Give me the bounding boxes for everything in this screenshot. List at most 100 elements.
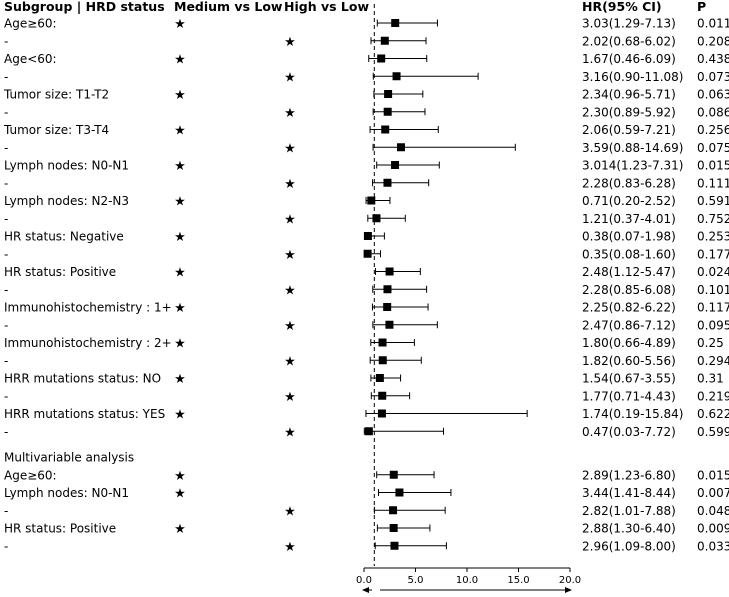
forest-row: Age≥60: ★ 3.03(1.29-7.13) 0.011 bbox=[4, 17, 729, 33]
hr-ci-value: 1.67(0.46-6.09) bbox=[582, 52, 676, 66]
hr-point bbox=[395, 488, 404, 497]
row-label: - bbox=[4, 212, 8, 226]
p-value: 0.622 bbox=[697, 407, 729, 421]
hr-point bbox=[389, 524, 398, 532]
hr-point bbox=[383, 303, 392, 311]
row-label: Age≥60: bbox=[4, 17, 57, 31]
row-label: - bbox=[4, 425, 8, 439]
star-icon: ★ bbox=[284, 504, 296, 519]
hr-ci-value: 2.47(0.86-7.12) bbox=[582, 318, 676, 332]
hr-point bbox=[390, 541, 399, 550]
row-label: Immunohistochemistry : 1+ bbox=[4, 301, 172, 315]
p-value: 0.219 bbox=[697, 389, 729, 403]
hr-point bbox=[392, 72, 401, 81]
star-icon: ★ bbox=[284, 354, 296, 369]
hr-point bbox=[364, 427, 373, 436]
header-high-vs-low: High vs Low bbox=[284, 0, 369, 14]
forest-row: - ★ 2.82(1.01-7.88) 0.048 bbox=[4, 504, 729, 520]
forest-row: HR status: Positive ★ 2.48(1.12-5.47) 0.024 bbox=[4, 265, 729, 281]
hr-point bbox=[372, 214, 381, 223]
p-value: 0.752 bbox=[697, 212, 729, 226]
hr-point bbox=[381, 125, 390, 134]
hr-ci-value: 1.74(0.19-15.84) bbox=[582, 407, 683, 421]
hr-point bbox=[383, 107, 392, 116]
star-icon: ★ bbox=[284, 70, 296, 85]
star-icon: ★ bbox=[174, 53, 186, 68]
row-label: Age≥60: bbox=[4, 468, 57, 482]
p-value: 0.253 bbox=[697, 230, 729, 244]
p-value: 0.009 bbox=[697, 522, 729, 536]
hr-ci-value: 2.34(0.96-5.71) bbox=[582, 88, 676, 102]
hr-ci-value: 2.48(1.12-5.47) bbox=[582, 265, 676, 279]
p-value: 0.438 bbox=[697, 52, 729, 66]
forest-row: Lymph nodes: N0-N1 ★ 3.44(1.41-8.44) 0.007 bbox=[4, 486, 729, 502]
p-value: 0.208 bbox=[697, 34, 729, 48]
star-icon: ★ bbox=[284, 212, 296, 227]
p-value: 0.011 bbox=[697, 17, 729, 31]
x-tick-label: 0.0 bbox=[356, 575, 372, 586]
hr-ci-value: 3.16(0.90-11.08) bbox=[582, 70, 683, 84]
hr-ci-value: 3.59(0.88-14.69) bbox=[582, 141, 683, 155]
forest-row: - ★ 2.30(0.89-5.92) 0.086 bbox=[4, 105, 729, 121]
hr-point bbox=[385, 320, 394, 329]
hr-point bbox=[367, 196, 376, 205]
star-icon: ★ bbox=[174, 337, 186, 352]
hr-point bbox=[385, 267, 394, 276]
hr-point bbox=[380, 36, 389, 45]
p-value: 0.063 bbox=[697, 88, 729, 102]
row-label: - bbox=[4, 247, 8, 261]
star-icon: ★ bbox=[284, 35, 296, 50]
x-tick-label: 5.0 bbox=[408, 575, 424, 586]
hr-point bbox=[377, 54, 386, 63]
star-icon: ★ bbox=[174, 522, 186, 537]
hr-point bbox=[396, 143, 405, 152]
p-value: 0.111 bbox=[697, 176, 729, 190]
row-label: - bbox=[4, 176, 8, 190]
row-label: Lymph nodes: N2-N3 bbox=[4, 194, 129, 208]
header-medium-vs-low: Medium vs Low bbox=[174, 0, 283, 14]
hr-point bbox=[389, 506, 398, 515]
row-label: HRR mutations status: YES bbox=[4, 407, 165, 421]
row-label: - bbox=[4, 70, 8, 84]
forest-row: - ★ 1.77(0.71-4.43) 0.219 bbox=[4, 389, 729, 405]
row-label: HR status: Negative bbox=[4, 230, 124, 244]
p-value: 0.591 bbox=[697, 194, 729, 208]
forest-row: - ★ 3.16(0.90-11.08) 0.073 bbox=[4, 70, 729, 86]
row-label: - bbox=[4, 105, 8, 119]
row-label: Lymph nodes: N0-N1 bbox=[4, 486, 129, 500]
p-value: 0.033 bbox=[697, 539, 729, 553]
hr-ci-value: 2.89(1.23-6.80) bbox=[582, 468, 676, 482]
hr-point bbox=[363, 232, 372, 240]
forest-row: - ★ 2.47(0.86-7.12) 0.095 bbox=[4, 318, 729, 334]
row-label: - bbox=[4, 504, 8, 518]
forest-row: - ★ 0.47(0.03-7.72) 0.599 bbox=[4, 425, 729, 441]
forest-row: - ★ 0.35(0.08-1.60) 0.177 bbox=[4, 247, 729, 263]
hr-ci-value: 2.96(1.09-8.00) bbox=[582, 539, 676, 553]
x-tick-label: 15.0 bbox=[507, 575, 529, 586]
hr-ci-value: 2.30(0.89-5.92) bbox=[582, 105, 676, 119]
p-value: 0.256 bbox=[697, 123, 729, 137]
row-label: Age<60: bbox=[4, 52, 57, 66]
hr-ci-value: 3.014(1.23-7.31) bbox=[582, 159, 683, 173]
star-icon: ★ bbox=[174, 230, 186, 245]
hr-point bbox=[375, 374, 384, 382]
star-icon: ★ bbox=[174, 408, 186, 423]
star-icon: ★ bbox=[284, 425, 296, 440]
row-label: - bbox=[4, 318, 8, 332]
forest-row: - ★ 2.02(0.68-6.02) 0.208 bbox=[4, 34, 729, 50]
header-hr-ci: HR(95% CI) bbox=[582, 0, 662, 14]
x-tick-label: 20.0 bbox=[559, 575, 581, 586]
forest-row: - ★ 1.82(0.60-5.56) 0.294 bbox=[4, 354, 729, 370]
row-label: Tumor size: T1-T2 bbox=[3, 88, 109, 102]
star-icon: ★ bbox=[174, 372, 186, 387]
forest-row: - ★ 2.28(0.85-6.08) 0.101 bbox=[4, 283, 729, 299]
hr-ci-value: 2.06(0.59-7.21) bbox=[582, 123, 676, 137]
rows-layer: Age≥60: ★ 3.03(1.29-7.13) 0.011 - ★ 2.02(0.68-… bbox=[3, 17, 729, 555]
forest-row: Immunohistochemistry : 2+ ★ 1.80(0.66-4.89… bbox=[4, 336, 724, 352]
forest-row: Tumor size: T1-T2 ★ 2.34(0.96-5.71) 0.063 bbox=[3, 88, 729, 104]
p-value: 0.075 bbox=[697, 141, 729, 155]
hr-ci-value: 3.44(1.41-8.44) bbox=[582, 486, 676, 500]
p-value: 0.294 bbox=[697, 354, 729, 368]
hr-ci-value: 2.25(0.82-6.22) bbox=[582, 301, 676, 315]
